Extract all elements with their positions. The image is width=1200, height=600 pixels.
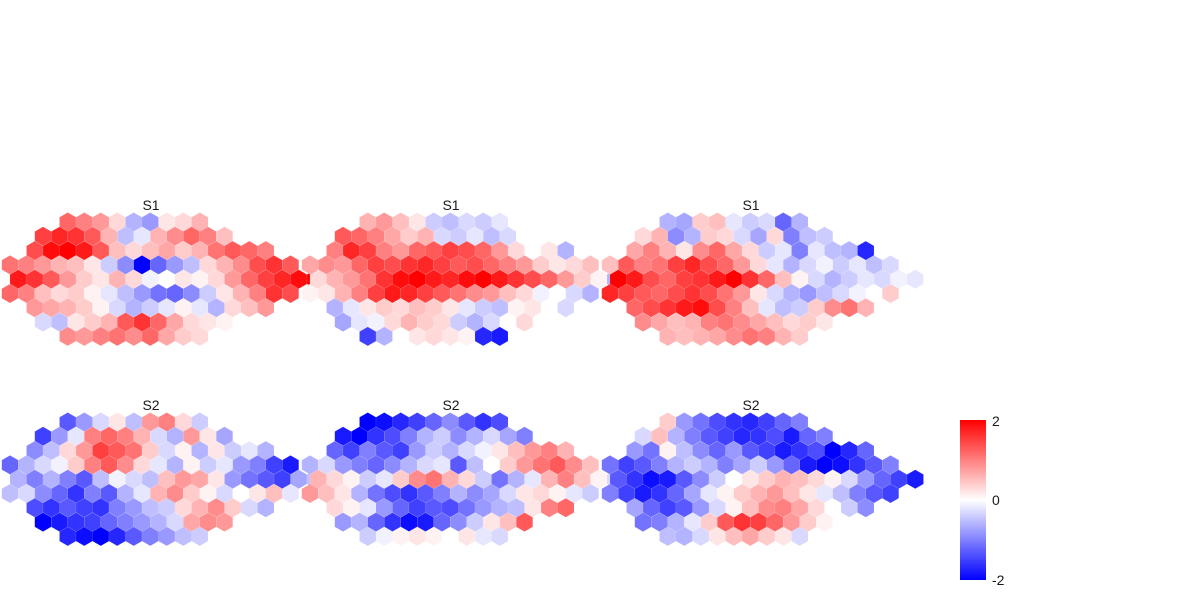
colorbar-tick-label-min: -2 [992,572,1005,588]
hex-cell [491,212,509,232]
hex-cell [257,498,275,518]
hex-cell [857,440,875,461]
panel-title: S1 [442,197,459,213]
heatmap-panel: S2 [301,397,624,547]
hex-cell [282,255,299,275]
hex-cell [791,412,809,432]
hex-cell [816,512,833,532]
hex-cell [516,226,533,246]
hex-cell [882,483,899,504]
hex-cell [857,498,875,518]
hex-cell [857,240,875,261]
hex-cell [582,455,599,475]
hex-cell [257,298,275,318]
panel-grid: S1 S1 S1 S2 S2 S2 [1,197,924,547]
hex-cell [282,283,299,304]
hex-cell [491,526,509,547]
hex-cell [857,298,875,318]
hex-cell [557,498,575,518]
hex-cell [906,269,924,289]
hex-cell [582,255,599,275]
hex-cell [791,326,809,347]
hex-cell [516,512,533,532]
hex-cell [282,455,299,475]
heatmap-panel: S1 [601,197,924,347]
hex-cell [882,283,899,304]
hex-cell [816,426,833,446]
hex-cell [816,226,833,246]
hex-cell [557,298,575,318]
panel-title: S1 [142,197,159,213]
hex-cell [557,240,575,261]
hex-cell [191,412,209,432]
hex-cell [491,412,509,432]
hex-cell [216,312,233,332]
hex-cell [491,326,509,347]
hex-cell [791,526,809,547]
hex-cell [282,483,299,504]
hex-cell [216,426,233,446]
panel-title: S2 [442,397,459,413]
hex-cell [516,312,533,332]
hex-cell [582,283,599,304]
hex-cell [257,240,275,261]
hex-cell [557,440,575,461]
hex-cell [816,312,833,332]
hex-cell [791,212,809,232]
hex-cell [582,483,599,504]
hex-cell [257,440,275,461]
hex-cell [191,212,209,232]
hex-cell [882,255,899,275]
colorbar-tick-label-max: 2 [992,413,1000,429]
hex-cell [516,426,533,446]
heatmap-panel: S2 [1,397,324,547]
hex-cell [191,326,209,347]
hex-cell [906,469,924,489]
heatmap-panel: S1 [1,197,324,347]
panel-title: S2 [142,397,159,413]
panel-title: S1 [742,197,759,213]
panel-title: S2 [742,397,759,413]
hex-cell [216,226,233,246]
hex-cell [191,526,209,547]
heatmap-panel: S1 [301,197,624,347]
heatmap-panel: S2 [601,397,924,547]
hex-cell [216,512,233,532]
color-legend: 2 0 -2 [960,413,1005,588]
hex-cell [882,455,899,475]
colorbar-tick-label-mid: 0 [992,492,1000,508]
